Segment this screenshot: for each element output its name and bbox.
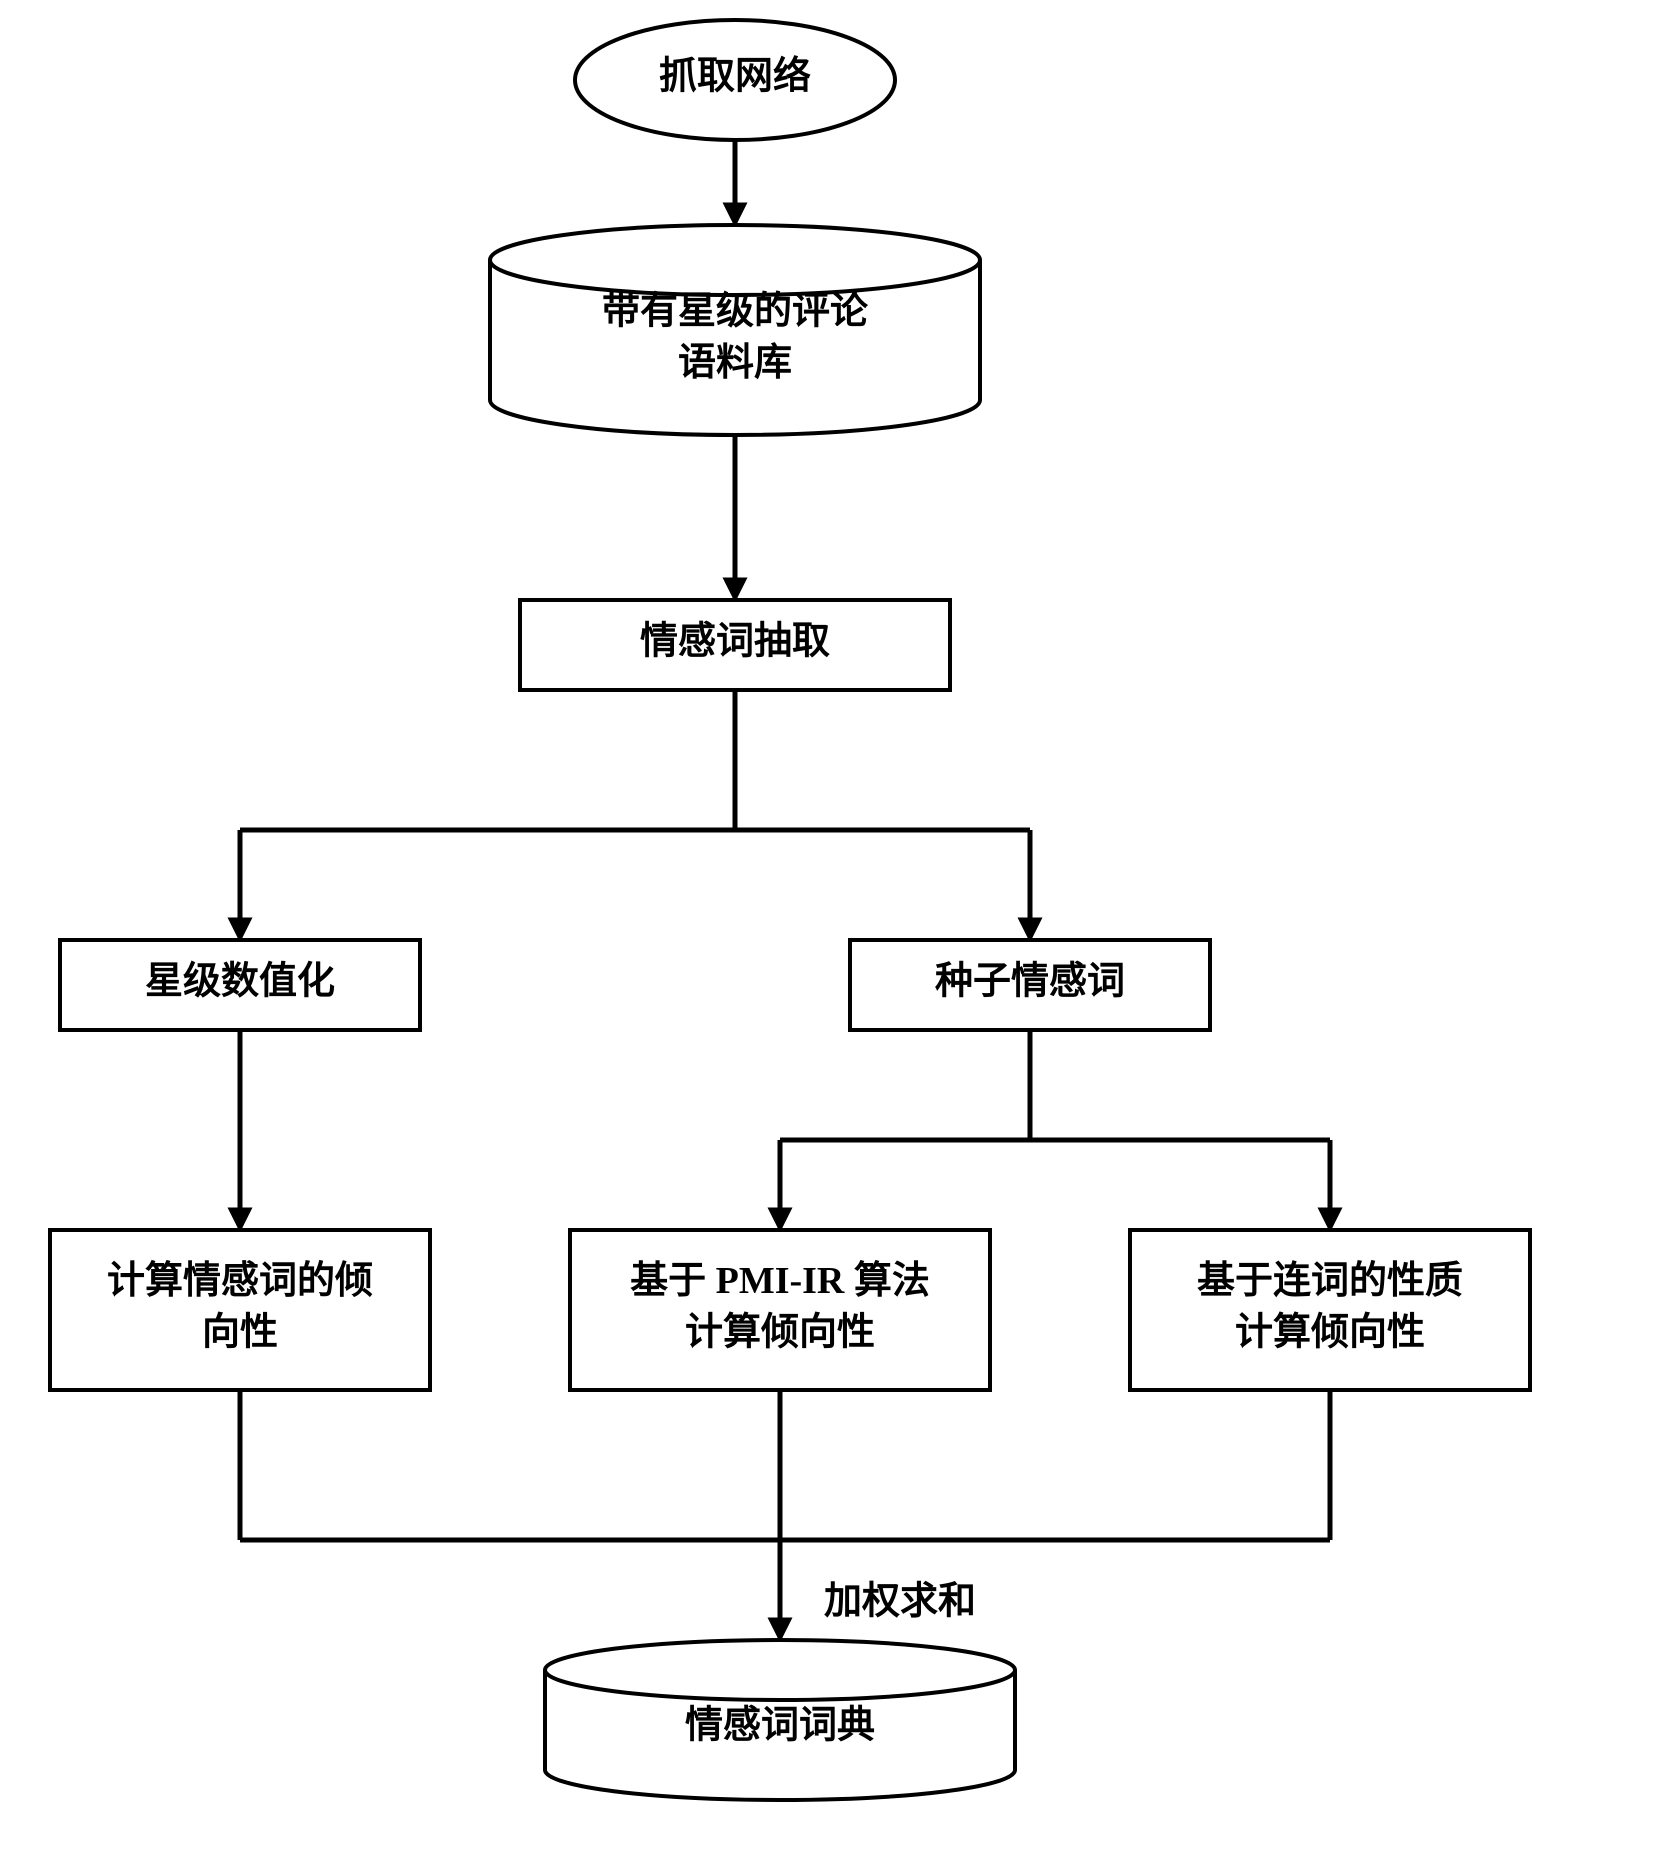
flowchart: 抓取网络带有星级的评论语料库情感词抽取星级数值化种子情感词计算情感词的倾向性基于… bbox=[0, 0, 1662, 1864]
node-star-num-label: 星级数值化 bbox=[145, 961, 335, 1003]
node-calc-conj-label: 计算倾向性 bbox=[1235, 1311, 1425, 1353]
node-extract-label: 情感词抽取 bbox=[640, 621, 830, 663]
node-calc-conj: 基于连词的性质计算倾向性 bbox=[1130, 1230, 1530, 1390]
node-calc-left-label: 计算情感词的倾 bbox=[107, 1260, 373, 1302]
node-calc-left-label: 向性 bbox=[202, 1311, 278, 1353]
node-dict-label: 情感词词典 bbox=[685, 1705, 875, 1747]
node-calc-left: 计算情感词的倾向性 bbox=[50, 1230, 430, 1390]
node-corpus-label: 带有星级的评论 bbox=[602, 291, 869, 333]
node-seed-label: 种子情感词 bbox=[935, 961, 1125, 1003]
annotation: 加权求和 bbox=[824, 1581, 976, 1623]
node-dict: 情感词词典 bbox=[545, 1640, 1015, 1800]
node-calc-pmi: 基于 PMI-IR 算法计算倾向性 bbox=[570, 1230, 990, 1390]
node-extract: 情感词抽取 bbox=[520, 600, 950, 690]
node-calc-pmi-label: 基于 PMI-IR 算法 bbox=[630, 1260, 930, 1302]
node-seed: 种子情感词 bbox=[850, 940, 1210, 1030]
node-calc-pmi-label: 计算倾向性 bbox=[685, 1311, 875, 1353]
node-corpus-label: 语料库 bbox=[678, 342, 792, 384]
node-star-num: 星级数值化 bbox=[60, 940, 420, 1030]
node-calc-conj-label: 基于连词的性质 bbox=[1197, 1260, 1463, 1302]
node-crawl-label: 抓取网络 bbox=[659, 55, 811, 98]
node-crawl: 抓取网络 bbox=[575, 20, 895, 140]
node-corpus: 带有星级的评论语料库 bbox=[490, 225, 980, 435]
